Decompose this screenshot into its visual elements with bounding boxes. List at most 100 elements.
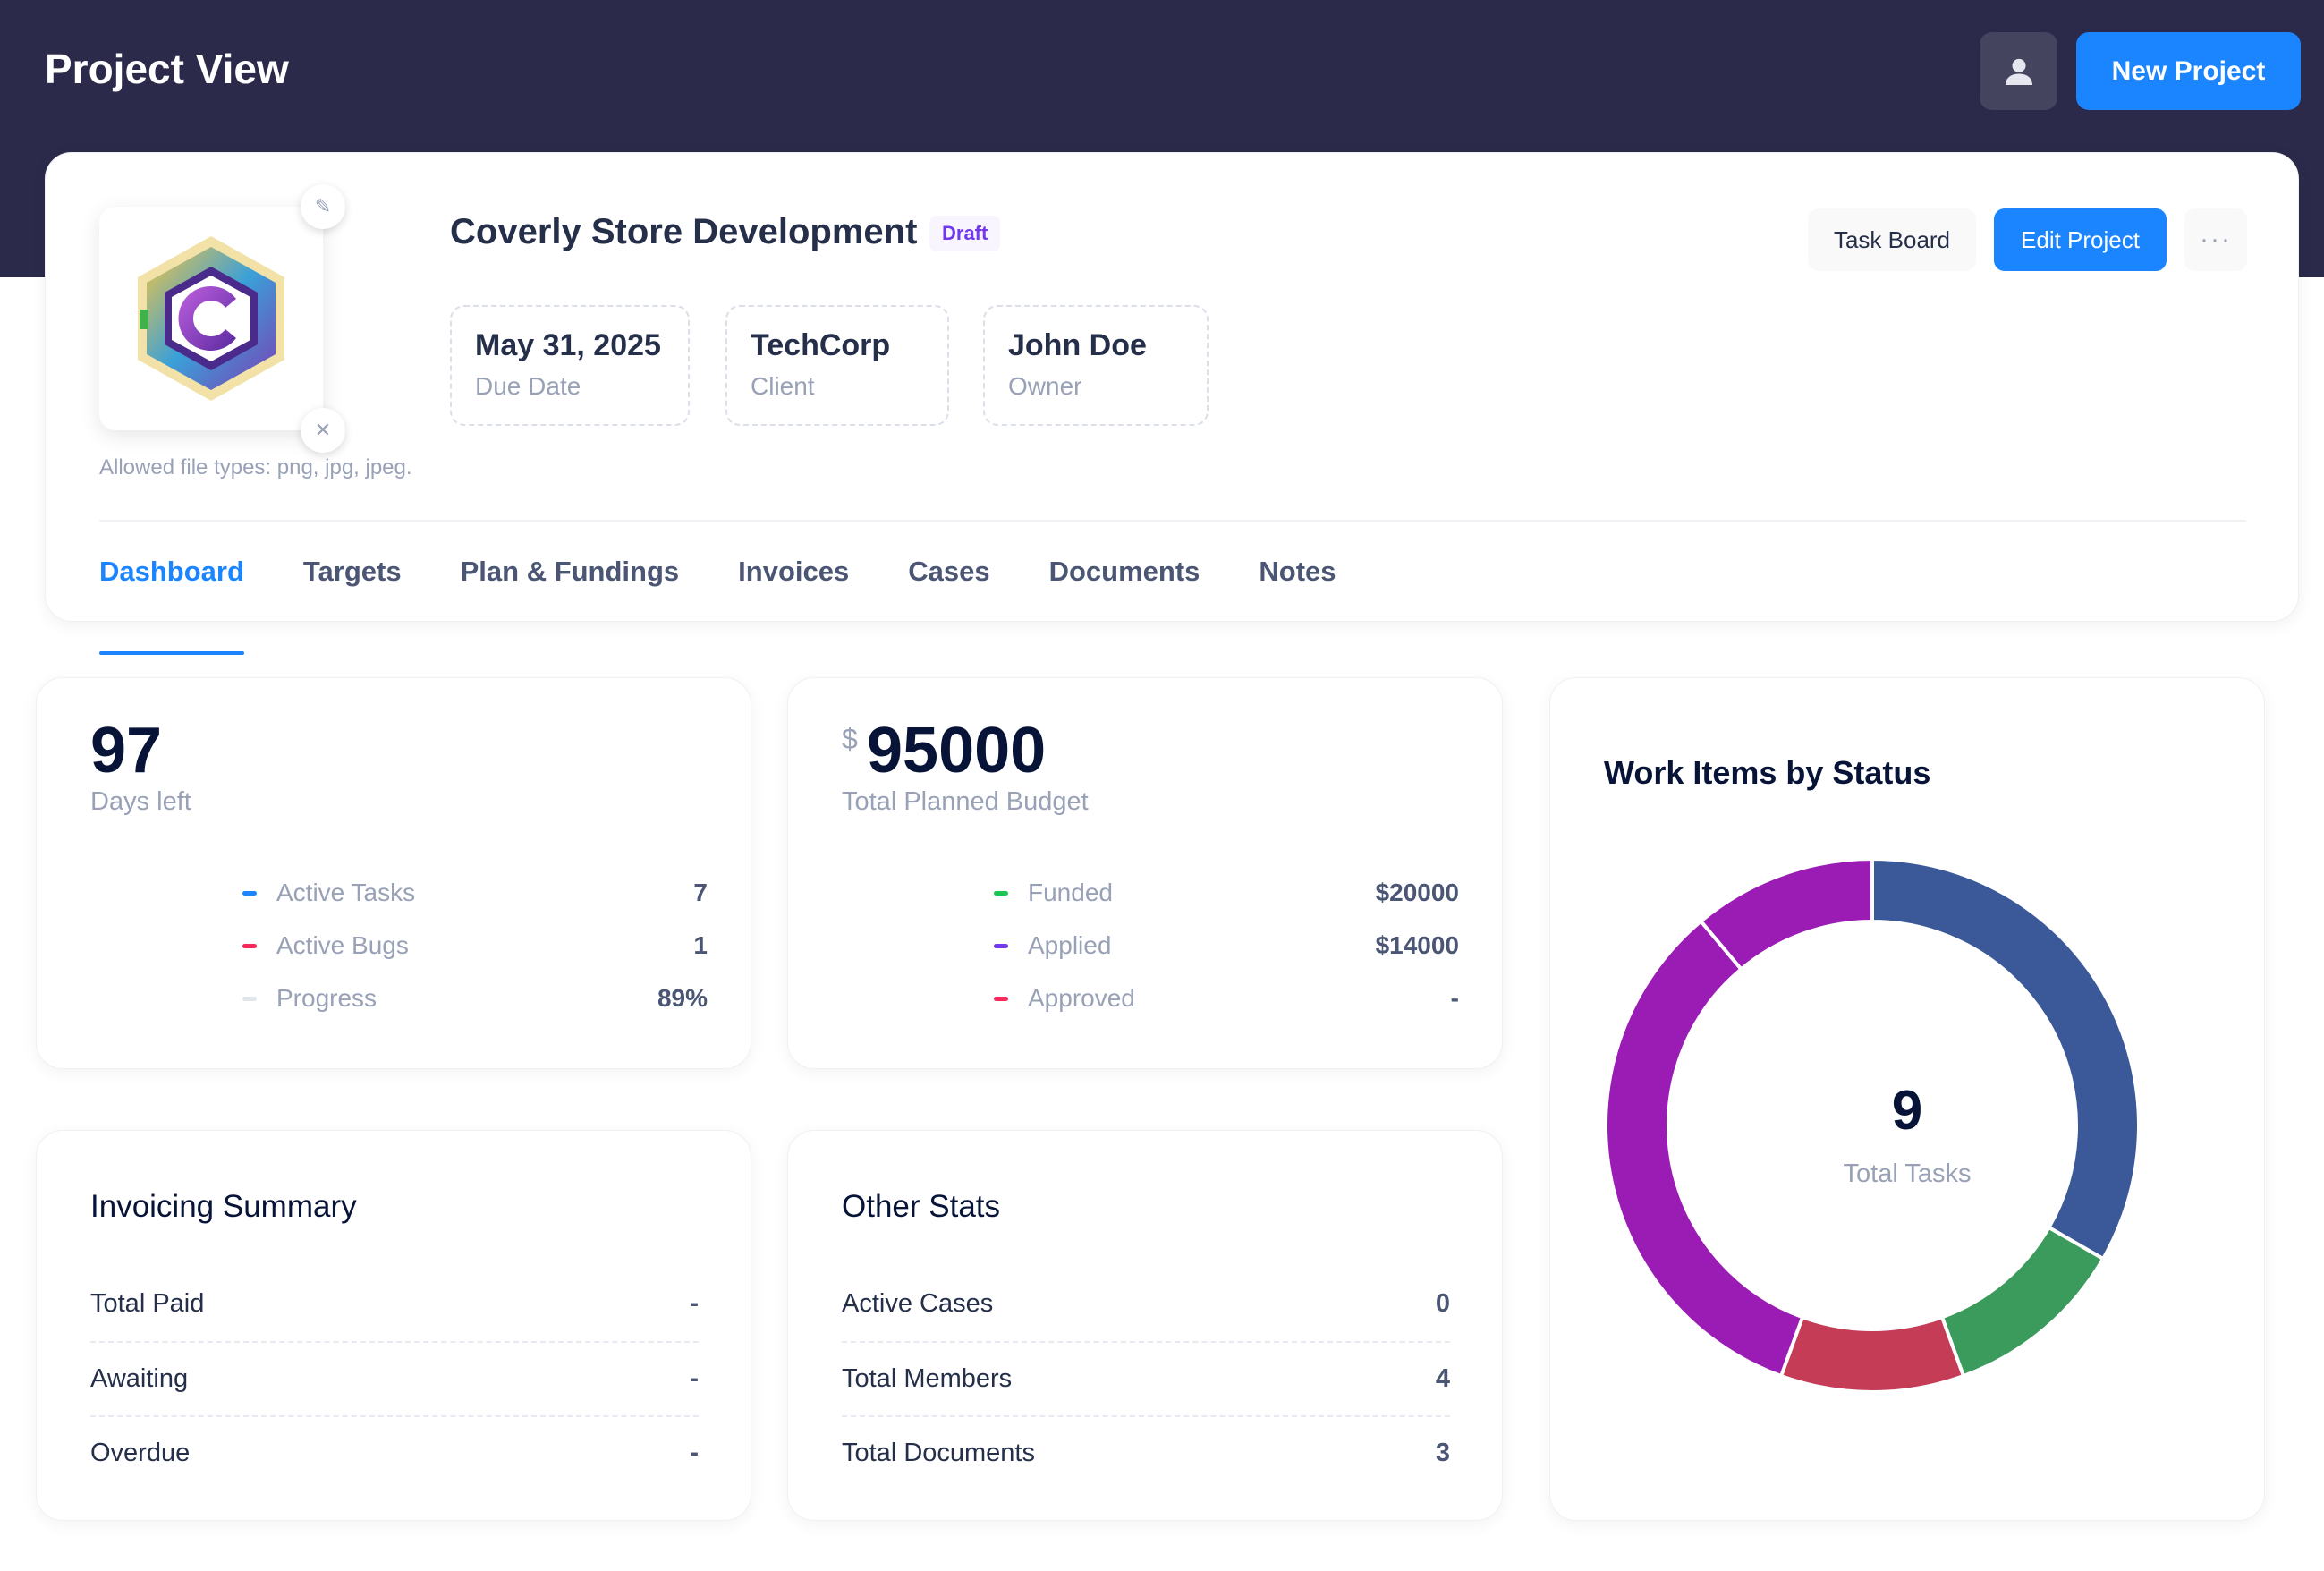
days-left-value: 97	[90, 715, 163, 786]
tab-dashboard[interactable]: Dashboard	[99, 522, 244, 655]
row-label: Active Bugs	[276, 931, 409, 959]
other-stats-card: Other Stats Active Cases 0 Total Members…	[787, 1130, 1503, 1521]
due-date-box: May 31, 2025 Due Date	[450, 305, 690, 426]
row-divider	[842, 1415, 1450, 1417]
row-divider	[90, 1415, 699, 1417]
client-value: TechCorp	[751, 328, 891, 362]
total-tasks-label: Total Tasks	[1843, 1159, 1972, 1188]
currency-symbol: $	[842, 723, 858, 755]
tab-targets[interactable]: Targets	[302, 556, 402, 587]
row-label: Total Documents	[842, 1438, 1035, 1467]
donut-chart	[1604, 857, 2141, 1394]
allowed-file-types: Allowed file types: png, jpg, jpeg.	[99, 455, 412, 480]
donut-slice-4[interactable]	[1698, 857, 1874, 972]
task-board-button[interactable]: Task Board	[1808, 208, 1976, 271]
invoicing-title: Invoicing Summary	[90, 1189, 357, 1224]
user-menu-button[interactable]	[1980, 32, 2057, 110]
total-documents-row: Total Documents 3	[842, 1416, 1450, 1490]
days-left-label: Days left	[90, 787, 191, 816]
row-value: -	[690, 1438, 699, 1467]
project-logo-image	[138, 236, 284, 401]
budget-card: $ 95000 Total Planned Budget Funded $200…	[787, 677, 1503, 1069]
awaiting-row: Awaiting -	[90, 1342, 699, 1415]
user-icon	[2005, 58, 2032, 85]
edit-logo-button[interactable]: ✎	[301, 184, 345, 229]
bullet	[994, 943, 1008, 948]
row-label: Overdue	[90, 1438, 191, 1467]
bullet	[242, 943, 257, 948]
project-name: Coverly Store Development	[450, 212, 918, 251]
more-dots-icon: ···	[2200, 225, 2232, 254]
bullet	[994, 996, 1008, 1001]
project-tabs: Dashboard Targets Plan & Fundings Invoic…	[99, 522, 1395, 655]
bullet	[242, 890, 257, 896]
project-header-card: ✎ ✕ Allowed file types: png, jpg, jpeg. …	[45, 152, 2299, 655]
tab-notes[interactable]: Notes	[1259, 556, 1336, 587]
project-logo[interactable]	[99, 207, 323, 430]
invoicing-summary-card: Invoicing Summary Total Paid - Awaiting …	[36, 1130, 751, 1521]
more-options-button[interactable]: ···	[2184, 208, 2247, 271]
row-value: 4	[1435, 1363, 1450, 1393]
overdue-row: Overdue -	[90, 1416, 699, 1490]
other-stats-title: Other Stats	[842, 1189, 1001, 1224]
active-bugs-row: Active Bugs 1	[242, 928, 708, 964]
client-box: TechCorp Client	[725, 305, 949, 426]
tab-cases[interactable]: Cases	[908, 556, 990, 587]
bullet	[994, 890, 1008, 896]
total-tasks-value: 9	[1891, 1080, 1923, 1142]
total-paid-row: Total Paid -	[90, 1267, 699, 1340]
progress-row: Progress 89%	[242, 981, 708, 1016]
new-project-button[interactable]: New Project	[2076, 32, 2301, 110]
approved-row: Approved -	[994, 981, 1459, 1016]
row-label: Total Paid	[90, 1288, 205, 1318]
row-label: Total Members	[842, 1363, 1013, 1393]
row-label: Funded	[1028, 879, 1113, 906]
row-value: $20000	[1375, 879, 1459, 906]
row-value: 89%	[657, 984, 708, 1012]
owner-label: Owner	[1008, 372, 1082, 400]
row-label: Active Tasks	[276, 879, 416, 906]
status-badge: Draft	[929, 216, 1001, 251]
row-label: Approved	[1028, 984, 1135, 1012]
row-divider	[842, 1341, 1450, 1343]
close-icon: ✕	[314, 419, 332, 441]
row-value: 1	[693, 931, 708, 959]
owner-box: John Doe Owner	[983, 305, 1209, 426]
active-tasks-row: Active Tasks 7	[242, 875, 708, 911]
due-date-label: Due Date	[475, 372, 581, 400]
active-cases-row: Active Cases 0	[842, 1267, 1450, 1340]
row-value: -	[690, 1363, 699, 1393]
funded-row: Funded $20000	[994, 875, 1459, 911]
donut-slice-1[interactable]	[1939, 1225, 2106, 1379]
edit-project-button[interactable]: Edit Project	[1994, 208, 2167, 271]
chart-title: Work Items by Status	[1604, 754, 1931, 791]
remove-logo-button[interactable]: ✕	[301, 408, 345, 453]
row-value: 7	[693, 879, 708, 906]
pencil-icon: ✎	[314, 195, 332, 217]
due-date-value: May 31, 2025	[475, 328, 661, 362]
bullet	[242, 996, 257, 1001]
donut-slice-0[interactable]	[1870, 857, 2141, 1261]
tab-plan-fundings[interactable]: Plan & Fundings	[460, 556, 680, 587]
row-label: Awaiting	[90, 1363, 189, 1393]
donut-slice-3[interactable]	[1604, 918, 1805, 1379]
days-left-card: 97 Days left Active Tasks 7 Active Bugs …	[36, 677, 751, 1069]
header-divider	[99, 520, 2246, 522]
row-label: Active Cases	[842, 1288, 994, 1318]
budget-label: Total Planned Budget	[842, 787, 1089, 816]
row-value: -	[690, 1288, 699, 1318]
row-label: Applied	[1028, 931, 1112, 959]
donut-slice-2[interactable]	[1778, 1314, 1966, 1394]
row-value: 3	[1435, 1438, 1450, 1467]
owner-value: John Doe	[1008, 328, 1147, 362]
row-value: 0	[1435, 1288, 1450, 1318]
work-items-card: Work Items by Status 9 Total Tasks	[1549, 677, 2265, 1521]
row-label: Progress	[276, 984, 377, 1012]
row-value: $14000	[1375, 931, 1459, 959]
total-members-row: Total Members 4	[842, 1342, 1450, 1415]
page-title: Project View	[45, 46, 289, 92]
applied-row: Applied $14000	[994, 928, 1459, 964]
budget-value: 95000	[867, 715, 1047, 786]
tab-documents[interactable]: Documents	[1048, 556, 1200, 587]
tab-invoices[interactable]: Invoices	[738, 556, 850, 587]
